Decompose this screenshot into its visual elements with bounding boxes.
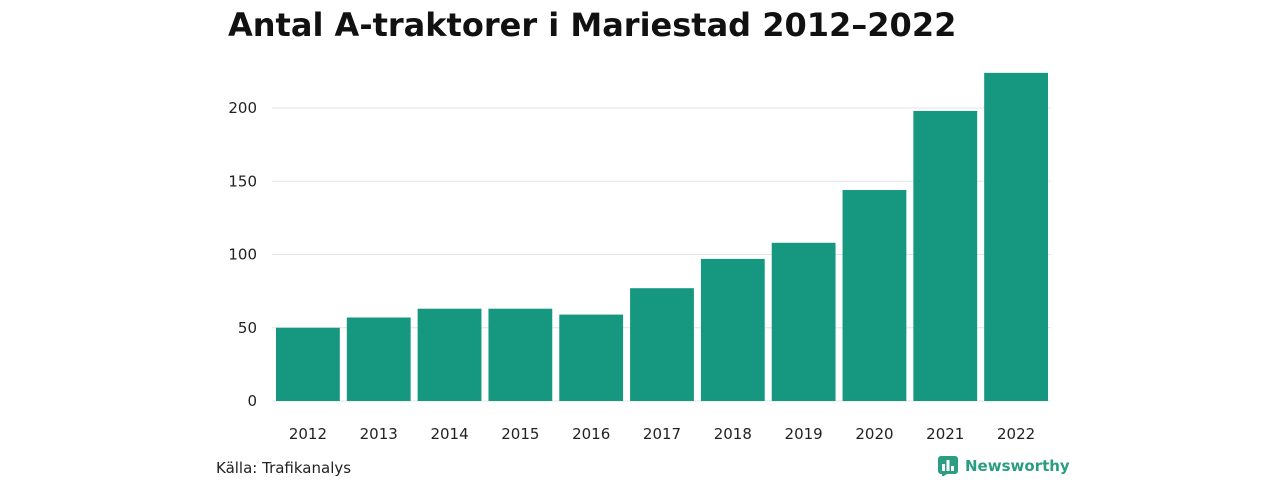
x-tick-label: 2015 [501,425,539,443]
bar-2022 [984,72,1048,401]
x-tick-label: 2021 [926,425,964,443]
y-tick-label: 100 [228,246,257,264]
bar-2013 [346,317,411,401]
x-tick-label: 2022 [997,425,1035,443]
bar-2012 [276,327,340,401]
bar-2019 [771,242,836,401]
brand-logo: Newsworthy [938,456,1070,476]
y-axis-ticks: 0 50 100 150 200 [228,99,257,410]
x-tick-label: 2018 [714,425,752,443]
x-axis-ticks: 2012 2013 2014 2015 2016 2017 2018 2019 2020 2021… [289,425,1035,443]
bar-2018 [700,258,765,401]
x-tick-label: 2014 [430,425,468,443]
x-tick-label: 2020 [855,425,893,443]
x-tick-label: 2012 [289,425,327,443]
brand-name: Newsworthy [965,457,1070,475]
bar-2017 [630,288,694,401]
bar-2021 [913,110,978,402]
x-tick-label: 2016 [572,425,610,443]
source-note: Källa: Trafikanalys [216,459,352,477]
x-tick-label: 2013 [360,425,398,443]
x-tick-label: 2019 [785,425,823,443]
chart-title: Antal A-traktorer i Mariestad 2012–2022 [228,6,957,44]
y-tick-label: 50 [238,319,257,337]
bars [276,72,1048,402]
y-tick-label: 150 [228,172,257,190]
y-tick-label: 0 [247,392,257,410]
bar-2016 [559,314,624,401]
bar-2014 [417,308,482,401]
y-tick-label: 200 [228,99,257,117]
bar-chart-icon [938,456,958,476]
bar-2015 [488,308,553,401]
x-tick-label: 2017 [643,425,681,443]
bar-2020 [842,190,907,401]
